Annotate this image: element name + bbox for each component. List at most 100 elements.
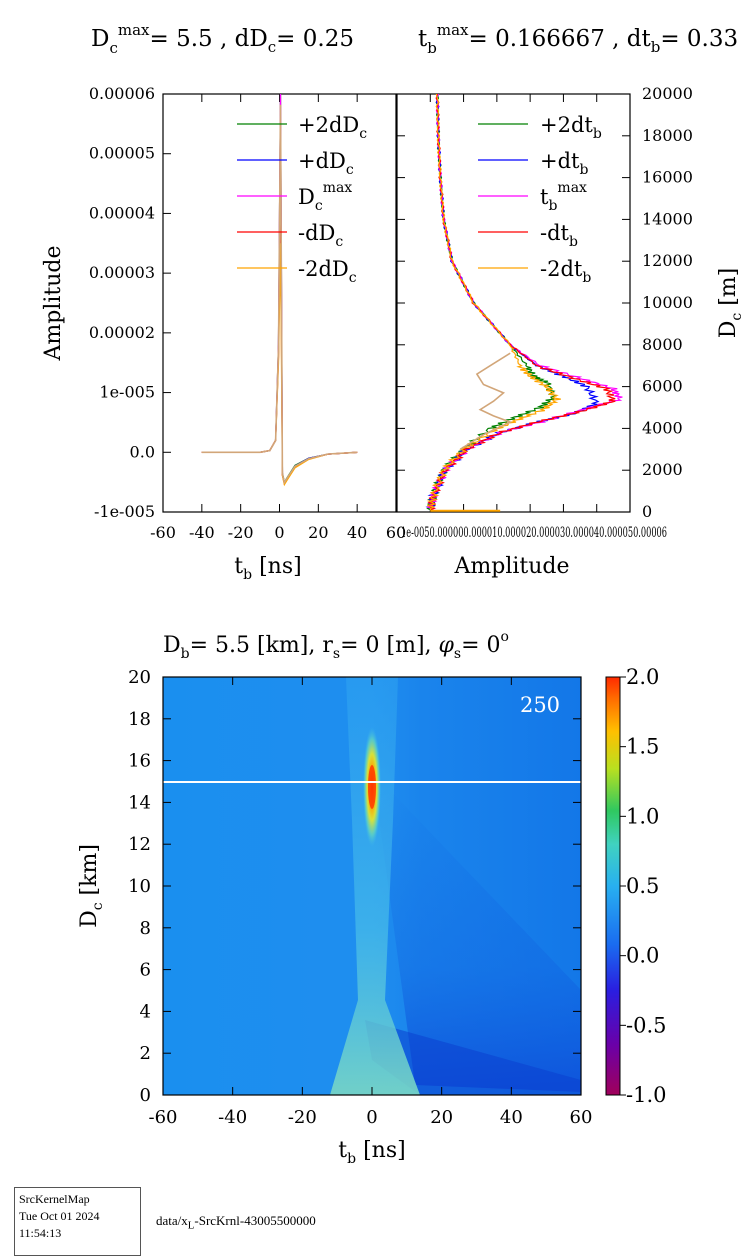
heatmap-y-label: Dc [km] (77, 844, 106, 928)
heatmap-x-tick-label: -40 (218, 1107, 247, 1128)
path-suffix: -SrcKrnl-43005500000 (194, 1213, 316, 1228)
left-x-tick-label: 60 (386, 523, 406, 542)
right-y-tick-label: 4000 (642, 418, 683, 437)
heatmap-y-tick-label: 14 (128, 792, 151, 813)
heatmap-annotation: 250 (520, 693, 560, 717)
right-y-axis: 2000018000160001400012000100008000600040… (397, 84, 693, 521)
right-x-axis (396, 94, 631, 512)
right-reference-line (459, 352, 513, 450)
right-series-line (427, 94, 623, 511)
right-x-label: Amplitude (453, 554, 569, 579)
colorbar (605, 676, 621, 1096)
heatmap-x-tick-label: -20 (288, 1107, 317, 1128)
right-y-tick-label: 16000 (642, 168, 693, 187)
colorbar-tick-label: 2.0 (626, 665, 659, 689)
left-panel: 0.00006 0.00005 0.00004 0.00003 0.00002 1e-00… (41, 84, 406, 583)
left-legend-label: +2dDc (298, 113, 367, 142)
left-legend-label: +dDc (298, 149, 354, 178)
heatmap-x-axis: -60 -40 -20 0 20 40 60 (149, 677, 593, 1128)
right-y-tick-label: 12000 (642, 251, 693, 270)
right-legend-label: -2dtb (540, 257, 591, 286)
colorbar-tick-label: 1.0 (626, 804, 659, 828)
data-file-path: data/xL-SrcKrnl-43005500000 (156, 1213, 316, 1232)
program-stamp: SrcKernelMap Tue Oct 01 2024 11:54:13 (14, 1187, 141, 1256)
left-y-tick-label: 0.00005 (89, 144, 155, 163)
colorbar-tick-label: -0.5 (626, 1013, 667, 1037)
top-title-tb: tbmax= 0.166667 , dtb= 0.33 (418, 21, 738, 57)
heatmap-title: Db= 5.5 [km], rs= 0 [m], φs= 0o (163, 629, 509, 662)
colorbar-ticks: 2.0 1.5 1.0 0.5 0.0 -0.5 -1.0 (620, 665, 667, 1107)
right-series-line (427, 94, 616, 511)
heatmap-y-tick-label: 4 (140, 1001, 151, 1022)
right-panel: 2000018000160001400012000100008000600040… (396, 84, 745, 579)
colorbar-tick-label: 0.5 (626, 874, 659, 898)
colorbar-tick-label: 0.0 (626, 944, 659, 968)
right-legend-label: tbmax (540, 180, 587, 214)
left-x-tick-label: -20 (228, 523, 254, 542)
heatmap-x-label: tb [ns] (338, 1138, 405, 1167)
left-legend-label: Dcmax (298, 180, 352, 214)
right-series-line (426, 94, 561, 511)
right-legend-label: +dtb (540, 149, 588, 178)
right-y-tick-label: 14000 (642, 209, 693, 228)
right-x-ticks-text: 1e-0050.000000.000010.000020.000030.0000… (401, 525, 667, 541)
heatmap-image (163, 677, 581, 1095)
left-x-axis: -60 -40 -20 0 20 40 60 (150, 94, 406, 542)
heatmap-y-tick-label: 2 (140, 1043, 151, 1064)
path-prefix: data/x (156, 1213, 188, 1228)
heatmap-y-tick-label: 10 (128, 876, 151, 897)
left-legend-label: -2dDc (298, 257, 357, 286)
left-legend-label: -dDc (298, 221, 343, 250)
heatmap-y-axis: 0 2 4 6 8 10 12 14 16 18 20 (128, 667, 581, 1106)
right-y-label: Dc [m] (716, 268, 745, 339)
heatmap-x-tick-label: 20 (430, 1107, 453, 1128)
right-curves (425, 94, 623, 512)
heatmap-y-tick-label: 18 (128, 709, 151, 730)
left-y-tick-label: 0.00002 (89, 323, 155, 342)
stamp-time: 11:54:13 (19, 1226, 62, 1240)
heatmap-y-tick-label: 6 (140, 960, 151, 981)
heatmap-x-tick-label: 60 (570, 1107, 593, 1128)
heatmap-y-tick-label: 20 (128, 667, 151, 688)
left-y-label: Amplitude (41, 245, 66, 361)
left-x-label: tb [ns] (234, 554, 301, 583)
right-y-tick-label: 8000 (642, 335, 683, 354)
left-y-tick-label: 0.00003 (89, 263, 155, 282)
left-x-tick-label: 40 (347, 523, 367, 542)
right-y-tick-label: 6000 (642, 377, 683, 396)
left-x-tick-label: 20 (308, 523, 328, 542)
left-y-tick-label: -1e-005 (94, 502, 155, 521)
heatmap-y-tick-label: 0 (140, 1085, 151, 1106)
right-series-line (426, 94, 557, 511)
colorbar-tick-label: -1.0 (626, 1083, 667, 1107)
left-x-tick-label: -60 (150, 523, 176, 542)
heatmap-peak-core (368, 765, 376, 809)
colorbar-tick-label: 1.5 (626, 735, 659, 759)
right-y-tick-label: 18000 (642, 126, 693, 145)
right-y-tick-label: 0 (642, 502, 652, 521)
left-y-tick-label: 1e-005 (99, 383, 155, 402)
heatmap-negative-region (378, 780, 581, 1092)
left-reference-line (201, 104, 358, 485)
right-y-tick-label: 2000 (642, 460, 683, 479)
right-y-tick-label: 10000 (642, 293, 693, 312)
heatmap-y-tick-label: 8 (140, 918, 151, 939)
heatmap-y-tick-label: 16 (128, 751, 151, 772)
path-subscript: L (187, 1219, 195, 1232)
stamp-program-name: SrcKernelMap (19, 1192, 90, 1206)
heatmap-x-tick-label: 40 (500, 1107, 523, 1128)
right-legend-label: -dtb (540, 221, 578, 250)
left-x-tick-label: -40 (189, 523, 215, 542)
heatmap-x-tick-label: 0 (366, 1107, 377, 1128)
left-y-axis: 0.00006 0.00005 0.00004 0.00003 0.00002 1e-00… (89, 84, 171, 521)
left-x-tick-label: 0 (274, 523, 284, 542)
right-panel-frame (396, 93, 631, 513)
left-y-tick-label: 0.00006 (89, 84, 155, 103)
left-y-tick-label: 0.0 (130, 442, 155, 461)
stamp-date: Tue Oct 01 2024 (19, 1209, 100, 1223)
heatmap-x-tick-label: -60 (149, 1107, 178, 1128)
left-curves (201, 94, 358, 487)
